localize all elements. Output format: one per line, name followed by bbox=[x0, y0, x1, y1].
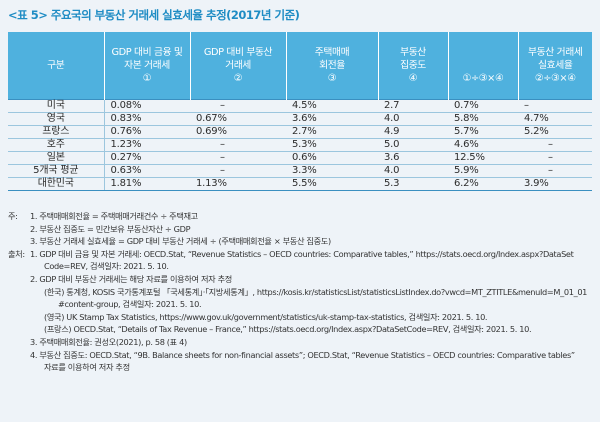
cell: 3.6 bbox=[378, 151, 448, 165]
source-text: #content-group, 검색일자: 2021. 5. 10. bbox=[58, 299, 202, 310]
source-line: 3. 주택매매회전율: 권성오(2021), p. 58 (표 4) bbox=[8, 336, 594, 349]
cell: 0.6% bbox=[286, 151, 378, 165]
cell: 0.08% bbox=[104, 98, 190, 113]
table-row: 프랑스 0.76% 0.69% 2.7% 4.9 5.7% 5.2% bbox=[8, 125, 592, 139]
source-line: (영국) UK Stamp Tax Statistics, https://ww… bbox=[8, 311, 594, 324]
cell: 0.7% bbox=[448, 98, 518, 113]
cell: 4.6% bbox=[448, 138, 518, 152]
cell: 5.8% bbox=[448, 112, 518, 126]
table-row: 호주 1.23% – 5.3% 5.0 4.6% – bbox=[8, 138, 592, 152]
source-text: 2. GDP 대비 부동산 거래세는 해당 자료를 이용하여 저자 추정 bbox=[30, 273, 232, 284]
source-text: 3. 주택매매회전율: 권성오(2021), p. 58 (표 4) bbox=[30, 336, 187, 347]
cell: – bbox=[190, 138, 286, 152]
cell: – bbox=[190, 151, 286, 165]
table-header-row: 구분 GDP 대비 금융 및 자본 거래세 ① GDP 대비 부동산 거래세 ②… bbox=[8, 32, 592, 99]
source-line: (프랑스) OECD.Stat, “Details of Tax Revenue… bbox=[8, 323, 594, 336]
cell: – bbox=[518, 98, 592, 113]
source-text: 4. 부동산 집중도: OECD.Stat, “9B. Balance shee… bbox=[30, 349, 575, 360]
note-line: 2. 부동산 집중도 = 민간보유 부동산자산 ÷ GDP bbox=[8, 223, 594, 236]
row-country: 미국 bbox=[8, 98, 105, 113]
effective-tax-rate-table: 구분 GDP 대비 금융 및 자본 거래세 ① GDP 대비 부동산 거래세 ②… bbox=[8, 32, 592, 191]
source-text: Code=REV, 검색일자: 2021. 5. 10. bbox=[44, 261, 169, 272]
row-country: 일본 bbox=[8, 151, 105, 165]
cell: – bbox=[190, 98, 286, 113]
header-housing-turnover: 주택매매 회전율 ③ bbox=[286, 32, 379, 99]
cell: 3.3% bbox=[286, 164, 378, 178]
cell: 5.7% bbox=[448, 125, 518, 139]
row-country: 호주 bbox=[8, 138, 105, 152]
source-line: 4. 부동산 집중도: OECD.Stat, “9B. Balance shee… bbox=[8, 349, 594, 362]
cell: 3.9% bbox=[518, 177, 592, 191]
header-property-concentration: 부동산 집중도 ④ bbox=[378, 32, 449, 99]
note-text: 2. 부동산 집중도 = 민간보유 부동산자산 ÷ GDP bbox=[30, 223, 191, 234]
source-prefix: 출처: bbox=[8, 248, 25, 259]
row-country: 5개국 평균 bbox=[8, 164, 105, 178]
cell: 5.0 bbox=[378, 138, 448, 152]
header-gdp-property-tax: GDP 대비 부동산 거래세 ② bbox=[190, 32, 287, 99]
cell: – bbox=[518, 138, 592, 152]
source-line: #content-group, 검색일자: 2021. 5. 10. bbox=[8, 298, 594, 311]
cell: 0.27% bbox=[104, 151, 190, 165]
source-text: 1. GDP 대비 금융 및 자본 거래세: OECD.Stat, “Reven… bbox=[30, 248, 574, 259]
cell: 2.7% bbox=[286, 125, 378, 139]
table-row: 대한민국 1.81% 1.13% 5.5% 5.3 6.2% 3.9% bbox=[8, 177, 592, 191]
cell: – bbox=[518, 164, 592, 178]
cell: 5.3% bbox=[286, 138, 378, 152]
header-effective-tax-rate: 부동산 거래세 실효세율 ②÷③×④ bbox=[518, 32, 592, 99]
row-country: 프랑스 bbox=[8, 125, 105, 139]
cell: 4.9 bbox=[378, 125, 448, 139]
header-gdp-financial-capital-tax: GDP 대비 금융 및 자본 거래세 ① bbox=[104, 32, 191, 99]
source-text: (프랑스) OECD.Stat, “Details of Tax Revenue… bbox=[44, 324, 532, 335]
cell: – bbox=[190, 164, 286, 178]
cell: 5.2% bbox=[518, 125, 592, 139]
cell: 0.67% bbox=[190, 112, 286, 126]
cell: 1.81% bbox=[104, 177, 190, 191]
cell: 5.9% bbox=[448, 164, 518, 178]
cell: 0.63% bbox=[104, 164, 190, 178]
cell: 6.2% bbox=[448, 177, 518, 191]
source-text: 자료를 이용하여 저자 추정 bbox=[44, 362, 130, 373]
header-formula-1: ①÷③×④ bbox=[448, 32, 519, 99]
cell: 4.0 bbox=[378, 164, 448, 178]
cell: 12.5% bbox=[448, 151, 518, 165]
cell: 5.5% bbox=[286, 177, 378, 191]
note-text: 3. 부동산 거래세 실효세율 = GDP 대비 부동산 거래세 ÷ (주택매매… bbox=[30, 236, 331, 247]
cell: – bbox=[518, 151, 592, 165]
table-row: 5개국 평균 0.63% – 3.3% 4.0 5.9% – bbox=[8, 164, 592, 178]
note-line: 3. 부동산 거래세 실효세율 = GDP 대비 부동산 거래세 ÷ (주택매매… bbox=[8, 235, 594, 248]
source-line: 자료를 이용하여 저자 추정 bbox=[8, 361, 594, 374]
source-text: (한국) 통계청, KOSIS 국가통계포털 「국세통계」·「지방세통계」, h… bbox=[44, 286, 588, 297]
cell: 3.6% bbox=[286, 112, 378, 126]
note-prefix: 주: bbox=[8, 211, 18, 221]
note-line: 주: 1. 주택매매회전율 = 주택매매거래건수 ÷ 주택재고 bbox=[8, 210, 594, 223]
table-row: 미국 0.08% – 4.5% 2.7 0.7% – bbox=[8, 98, 592, 113]
note-text: 1. 주택매매회전율 = 주택매매거래건수 ÷ 주택재고 bbox=[30, 211, 198, 221]
cell: 5.3 bbox=[378, 177, 448, 191]
cell: 0.76% bbox=[104, 125, 190, 139]
row-country: 영국 bbox=[8, 112, 105, 126]
source-text: (영국) UK Stamp Tax Statistics, https://ww… bbox=[44, 311, 488, 322]
header-category: 구분 bbox=[8, 32, 105, 99]
cell: 4.0 bbox=[378, 112, 448, 126]
cell: 4.7% bbox=[518, 112, 592, 126]
row-country: 대한민국 bbox=[8, 177, 105, 191]
source-line: (한국) 통계청, KOSIS 국가통계포털 「국세통계」·「지방세통계」, h… bbox=[8, 286, 594, 299]
source-line: 출처: 1. GDP 대비 금융 및 자본 거래세: OECD.Stat, “R… bbox=[8, 248, 594, 261]
table-title: <표 5> 주요국의 부동산 거래세 실효세율 추정(2017년 기준) bbox=[8, 8, 300, 22]
cell: 1.13% bbox=[190, 177, 286, 191]
cell: 1.23% bbox=[104, 138, 190, 152]
source-line: 2. GDP 대비 부동산 거래세는 해당 자료를 이용하여 저자 추정 bbox=[8, 273, 594, 286]
cell: 4.5% bbox=[286, 98, 378, 113]
cell: 0.83% bbox=[104, 112, 190, 126]
cell: 0.69% bbox=[190, 125, 286, 139]
table-row: 영국 0.83% 0.67% 3.6% 4.0 5.8% 4.7% bbox=[8, 112, 592, 126]
table-row: 일본 0.27% – 0.6% 3.6 12.5% – bbox=[8, 151, 592, 165]
source-line: Code=REV, 검색일자: 2021. 5. 10. bbox=[8, 260, 594, 273]
cell: 2.7 bbox=[378, 98, 448, 113]
notes-section: 주: 1. 주택매매회전율 = 주택매매거래건수 ÷ 주택재고 2. 부동산 집… bbox=[8, 210, 594, 374]
